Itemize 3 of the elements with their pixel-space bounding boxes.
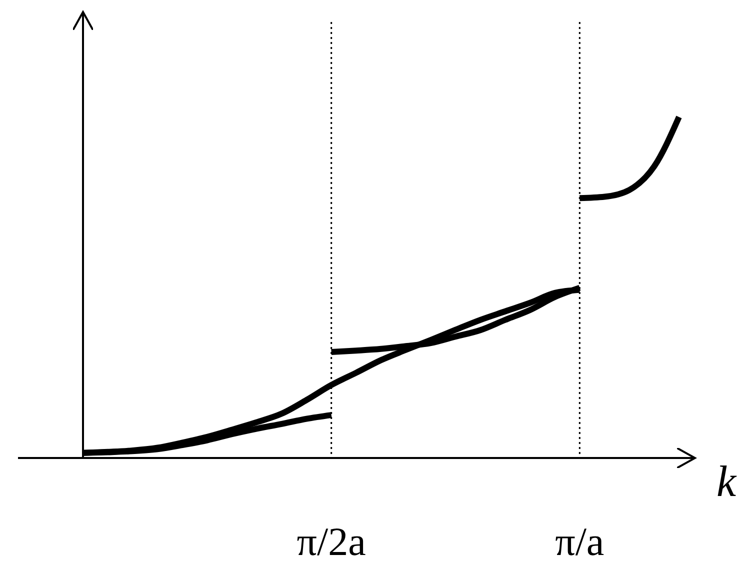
- x-tick-label: π/2a: [296, 519, 366, 564]
- x-axis-title: k: [716, 457, 737, 506]
- x-tick-label: π/a: [555, 519, 604, 564]
